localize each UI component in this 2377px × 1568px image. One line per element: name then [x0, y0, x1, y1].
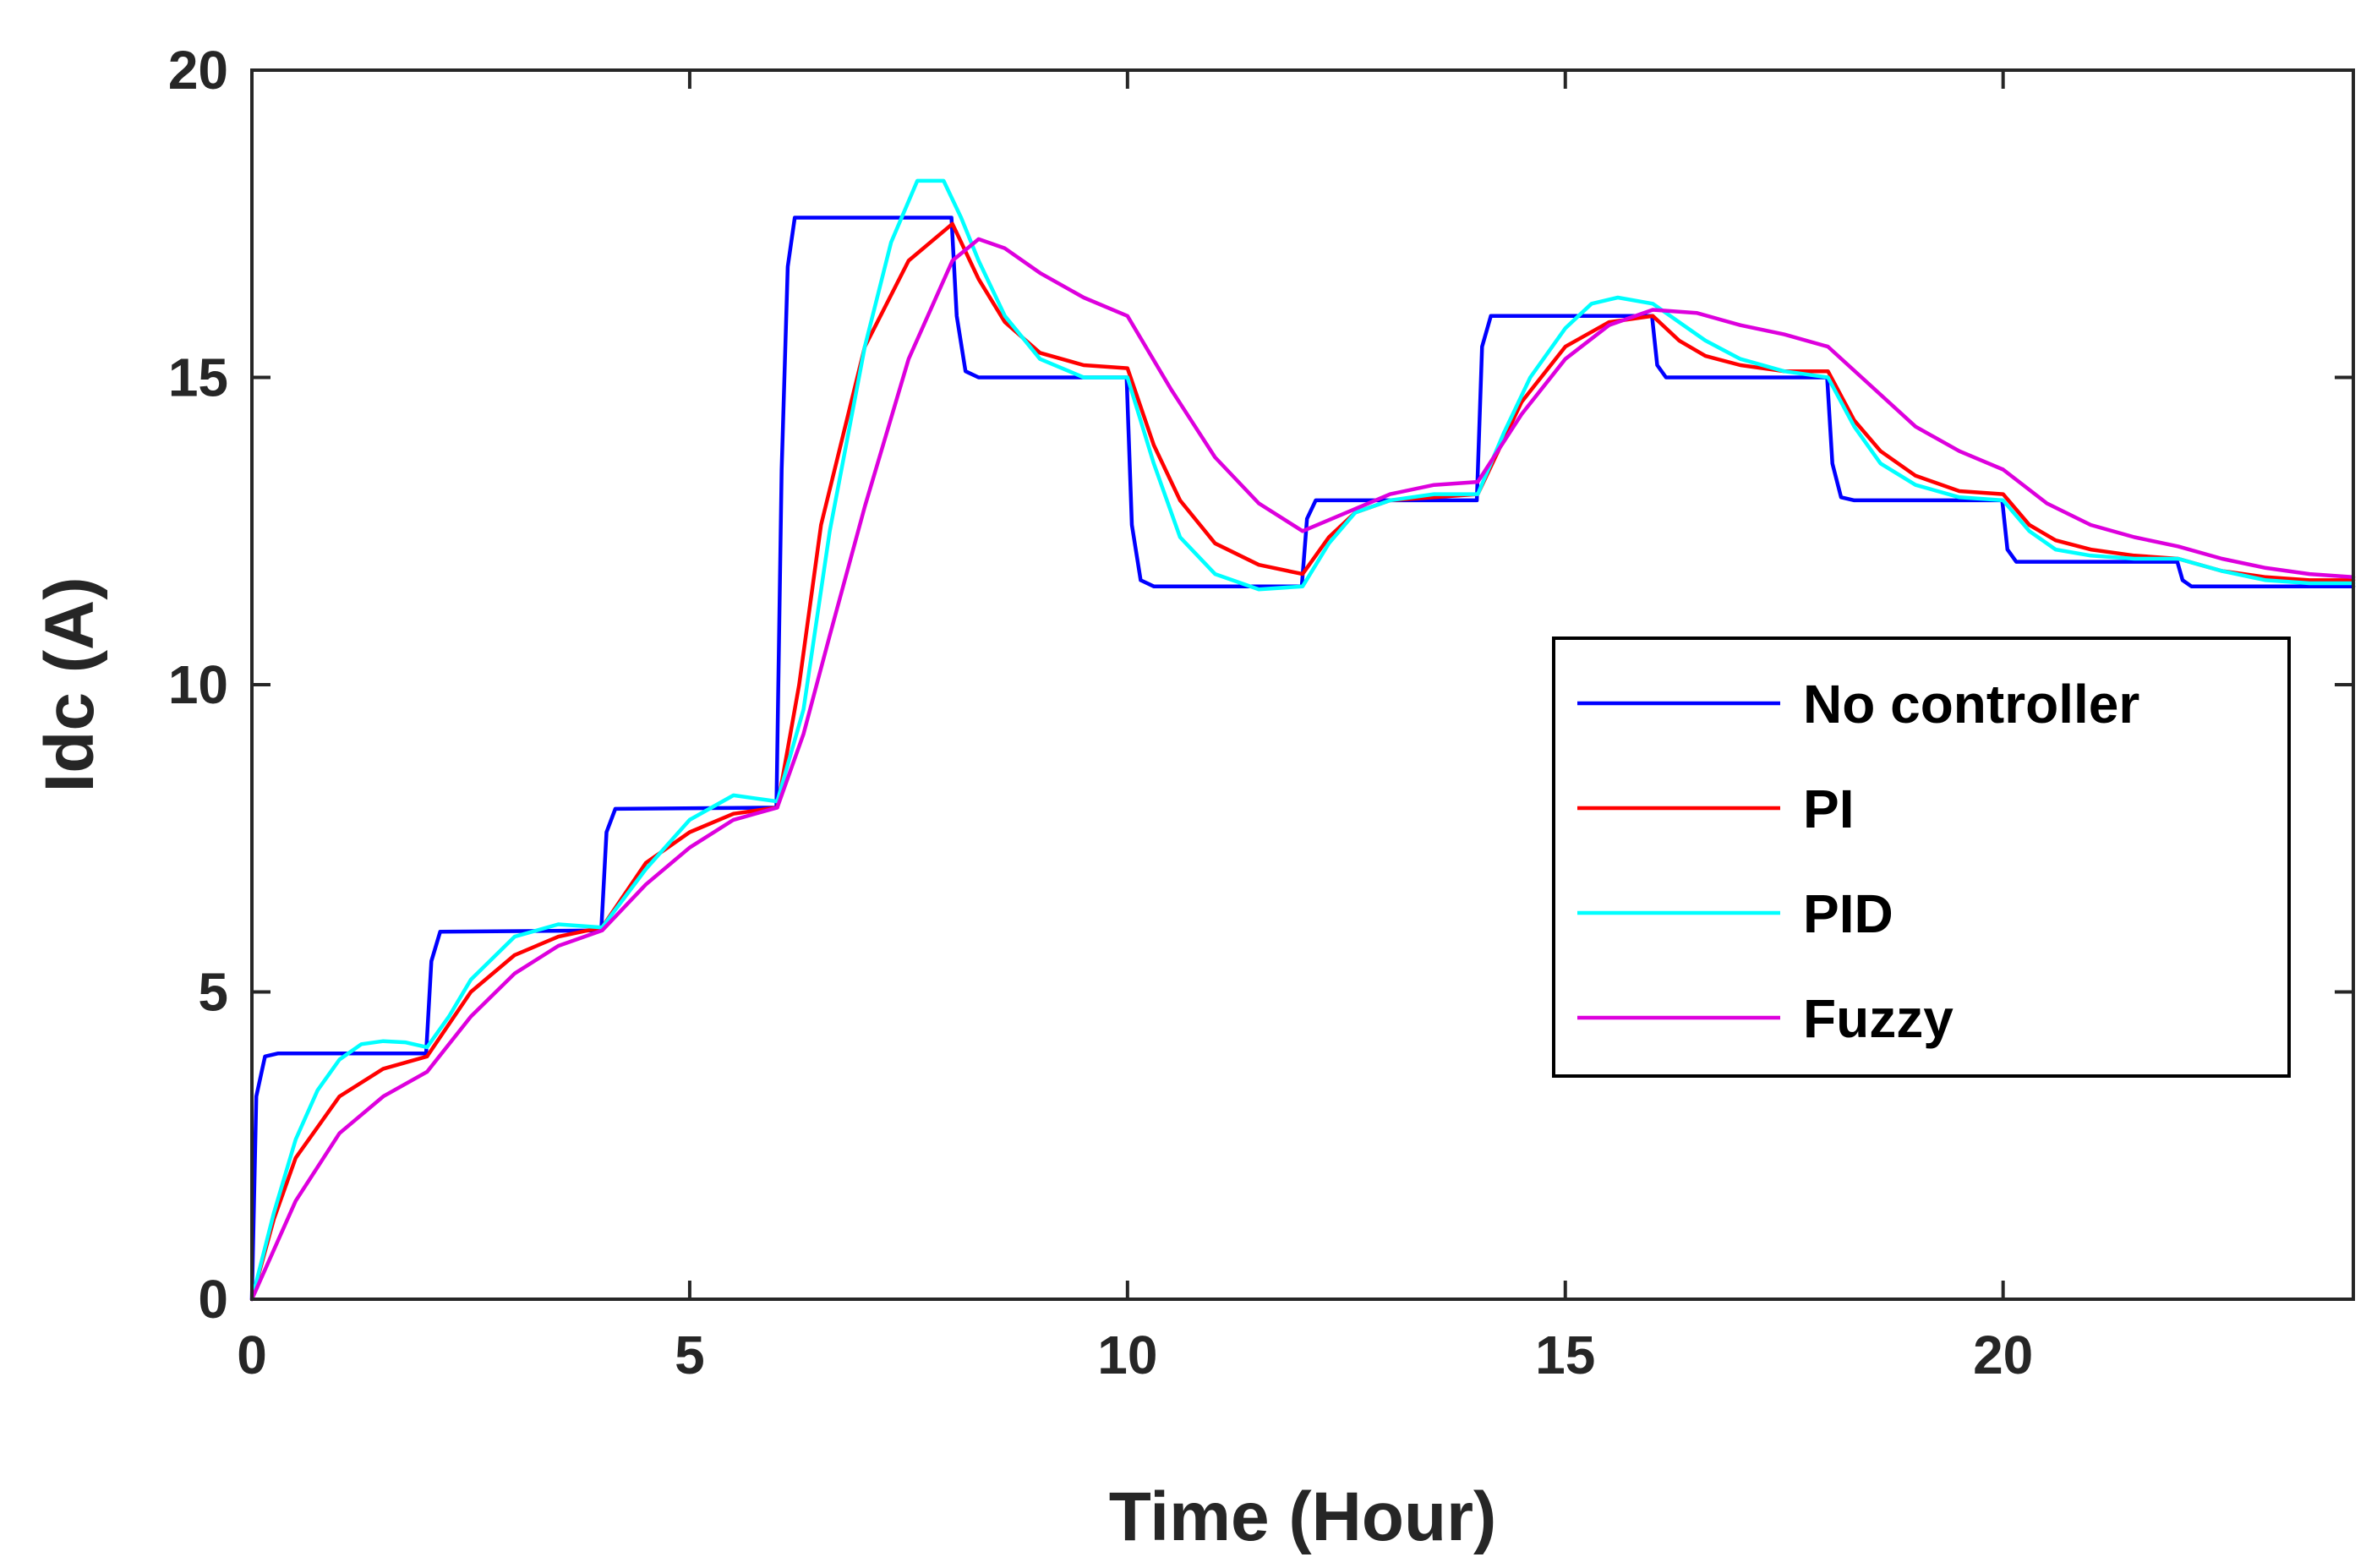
x-tick-label: 5: [675, 1325, 705, 1385]
y-axis-title: Idc (A): [31, 576, 108, 792]
y-tick-label: 20: [168, 40, 228, 101]
x-tick-label: 20: [1973, 1325, 2033, 1385]
series-layer: [249, 178, 2356, 1302]
x-tick-label: 15: [1535, 1325, 1595, 1385]
y-tick-label: 15: [168, 347, 228, 408]
x-axis-title: Time (Hour): [1109, 1478, 1497, 1555]
x-tick-label: 10: [1097, 1325, 1157, 1385]
series-line-pid: [249, 178, 2356, 1302]
x-tick-label: 0: [237, 1325, 267, 1385]
legend-entries: No controller PI PID Fuzzy: [1577, 674, 2139, 1049]
series-line-fuzzy: [249, 237, 2356, 1302]
legend-label: PI: [1803, 779, 1854, 839]
ticks-layer: 0 5 10 15 20 0 5 10 15 20: [168, 40, 2353, 1385]
legend-label: No controller: [1803, 674, 2139, 735]
series-line-no-controller: [249, 216, 2356, 1302]
y-tick-label: 0: [198, 1269, 228, 1330]
legend-label: PID: [1803, 883, 1893, 944]
y-tick-label: 5: [198, 962, 228, 1023]
legend-label: Fuzzy: [1803, 988, 1954, 1049]
y-tick-label: 10: [168, 654, 228, 715]
legend-box: [1552, 636, 2291, 1078]
legend: No controller PI PID Fuzzy: [1552, 636, 2291, 1078]
